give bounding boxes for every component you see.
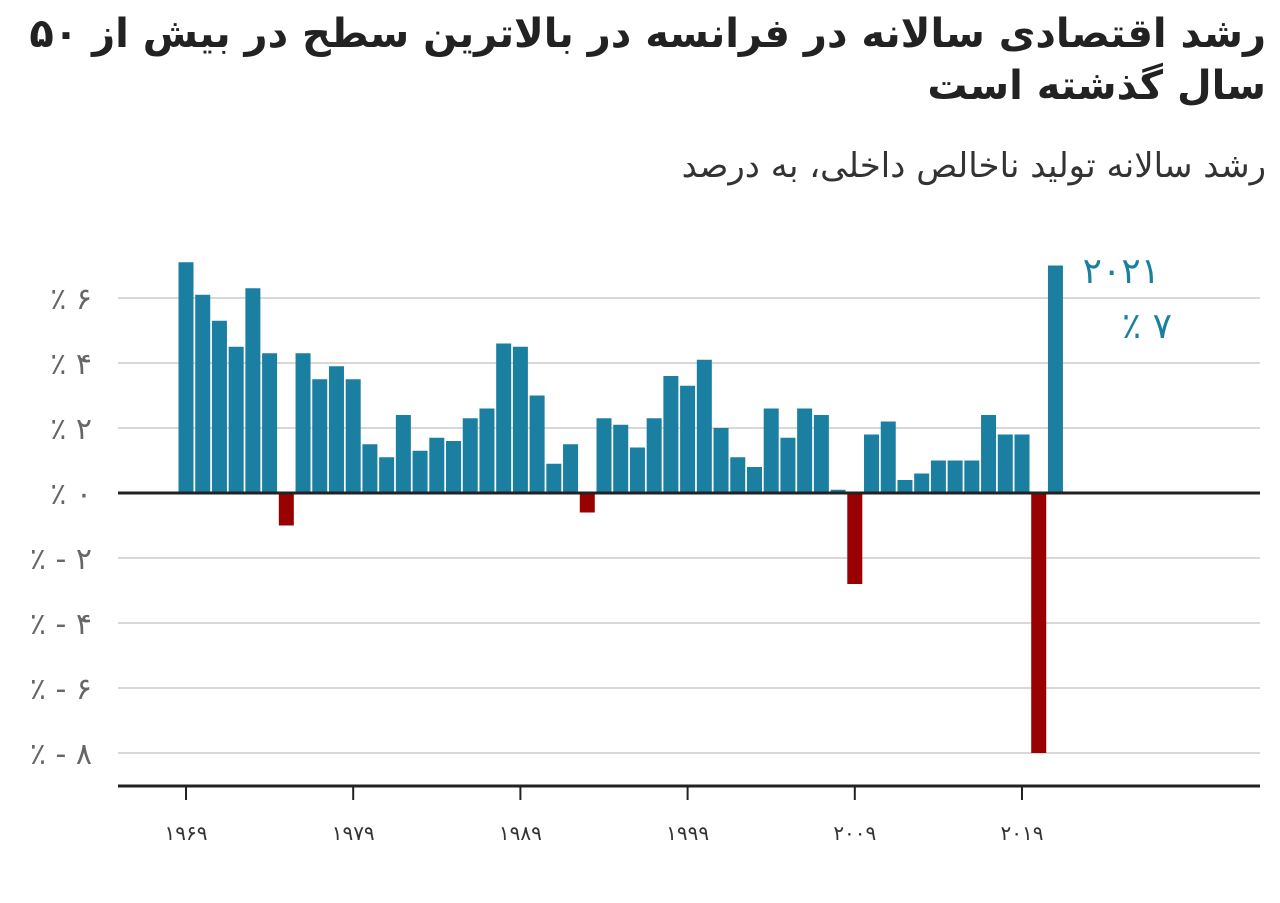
- x-tick-label: ۱۹۷۹: [332, 821, 375, 845]
- bar-2006: [797, 408, 813, 493]
- x-tick-label: ۱۹۹۹: [666, 821, 709, 845]
- bar-1978: [328, 366, 344, 493]
- bar-2010: [864, 434, 880, 493]
- bar-1996: [629, 447, 645, 493]
- x-tick-label: ۲۰۱۹: [1001, 821, 1044, 845]
- bar-1981: [379, 457, 395, 493]
- bar-1997: [646, 418, 662, 493]
- y-tick-label: ٪ - ۲: [30, 542, 92, 577]
- bar-2020: [1031, 493, 1047, 753]
- bar-2004: [763, 408, 779, 493]
- y-tick-label: ٪ ۰: [50, 477, 92, 512]
- bar-2002: [730, 457, 746, 493]
- bar-2019: [1014, 434, 1030, 493]
- chart-title: رشد اقتصادی سالانه در فرانسه در بالاترین…: [29, 11, 1266, 109]
- bar-2011: [880, 421, 896, 493]
- bar-1969: [178, 262, 194, 493]
- bar-1982: [395, 415, 411, 493]
- annotation-year: ۲۰۲۱: [1083, 251, 1160, 292]
- y-tick-label: ٪ - ۴: [30, 607, 92, 642]
- bar-1983: [412, 450, 428, 493]
- bar-1977: [312, 379, 328, 493]
- bar-1980: [362, 444, 378, 493]
- bar-1993: [579, 493, 595, 513]
- bar-1987: [479, 408, 495, 493]
- bar-1973: [245, 288, 261, 493]
- bar-2009: [847, 493, 863, 584]
- bar-2021: [1047, 265, 1063, 493]
- bar-2007: [813, 415, 829, 493]
- x-tick-label: ۱۹۸۹: [499, 821, 542, 845]
- bar-1970: [195, 294, 211, 493]
- bar-1985: [446, 441, 462, 493]
- bar-1994: [596, 418, 612, 493]
- bar-2008: [830, 489, 846, 493]
- chart-subtitle: رشد سالانه تولید ناخالص داخلی، به درصد: [681, 146, 1266, 186]
- bar-2005: [780, 437, 796, 493]
- bar-1991: [546, 463, 562, 493]
- bar-1989: [512, 346, 528, 493]
- bar-1990: [529, 395, 545, 493]
- y-tick-label: ٪ ۲: [50, 412, 92, 447]
- bar-2003: [746, 467, 762, 493]
- bar-1984: [429, 437, 445, 493]
- bar-1995: [613, 424, 629, 493]
- bar-1986: [462, 418, 478, 493]
- x-tick-label: ۲۰۰۹: [833, 821, 876, 845]
- y-tick-label: ٪ ۴: [50, 347, 92, 382]
- x-tick-label: ۱۹۶۹: [165, 821, 208, 845]
- bar-2016: [964, 460, 980, 493]
- bar-1999: [680, 385, 696, 493]
- bar-1975: [278, 493, 294, 526]
- bar-1971: [211, 320, 227, 493]
- bar-2012: [897, 480, 913, 493]
- bar-2013: [914, 473, 930, 493]
- bar-1976: [295, 353, 311, 493]
- bar-1992: [563, 444, 579, 493]
- bar-2017: [981, 415, 997, 493]
- y-tick-label: ٪ ۶: [50, 282, 92, 317]
- bar-2014: [930, 460, 946, 493]
- annotation-value: ٪ ۷: [1122, 306, 1172, 347]
- bar-2001: [713, 428, 729, 493]
- bar-2000: [696, 359, 712, 493]
- y-tick-label: ٪ - ۸: [30, 737, 92, 772]
- bar-1972: [228, 346, 244, 493]
- bar-1974: [262, 353, 278, 493]
- bar-1979: [345, 379, 361, 493]
- y-tick-label: ٪ - ۶: [30, 672, 92, 707]
- bar-2018: [997, 434, 1013, 493]
- bar-2015: [947, 460, 963, 493]
- bar-1988: [496, 343, 512, 493]
- bar-1998: [663, 376, 679, 493]
